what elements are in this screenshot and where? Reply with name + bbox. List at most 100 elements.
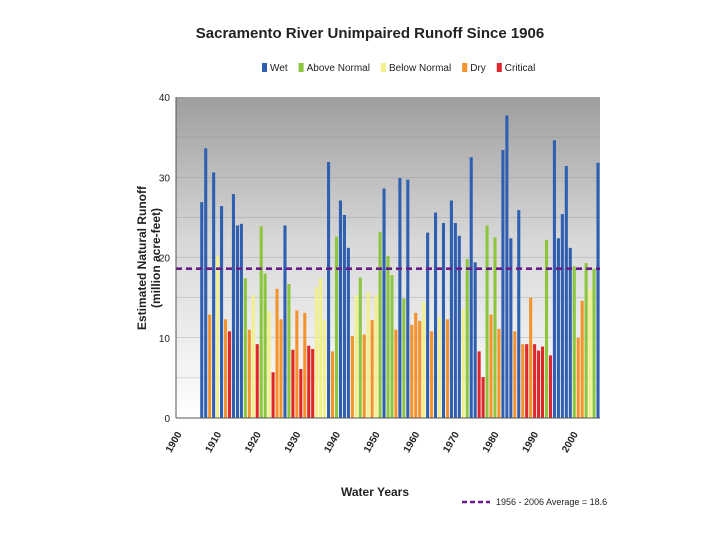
bar-1965 (434, 212, 438, 418)
y-tick-30: 30 (159, 173, 171, 184)
bar-1940 (334, 236, 339, 418)
bar-1976 (477, 351, 481, 418)
x-tick-1960: 1960 (402, 430, 423, 455)
legend-swatch-critical (496, 63, 502, 72)
bar-1921 (259, 226, 263, 418)
bar-1944 (350, 336, 354, 418)
bar-1947 (362, 334, 366, 418)
legend: Wet Above Normal Below Normal Dry Critical (262, 63, 535, 74)
bar-1955 (394, 329, 398, 418)
bar-1906 (200, 202, 204, 418)
bar-1948 (366, 292, 370, 418)
bar-1958 (406, 179, 410, 418)
bar-1920 (255, 344, 259, 418)
axes (175, 97, 600, 419)
x-tick-1910: 1910 (204, 430, 225, 455)
x-tick-1930: 1930 (283, 430, 304, 455)
x-tick-2000: 2000 (560, 430, 581, 455)
bar-1974 (469, 157, 473, 418)
bar-2003 (584, 263, 588, 418)
bar-1966 (437, 316, 442, 418)
y-axis-label-line1: Estimated Natural Runoff (135, 185, 149, 330)
bar-1978 (485, 225, 489, 418)
bar-1918 (247, 329, 251, 418)
bar-1930 (295, 310, 299, 418)
legend-label-above-normal: Above Normal (307, 63, 370, 74)
legend-label-wet: Wet (270, 63, 288, 74)
bar-1992 (541, 346, 545, 418)
bar-2004 (588, 289, 592, 418)
bar-1937 (323, 320, 327, 418)
bar-1993 (544, 239, 549, 418)
x-tick-1940: 1940 (322, 430, 343, 455)
bar-1972 (461, 308, 465, 418)
bars (200, 115, 600, 419)
y-tick-40: 40 (159, 93, 171, 104)
bar-2006 (596, 162, 600, 418)
bar-1962 (422, 301, 426, 418)
legend-label-below-normal: Below Normal (389, 63, 451, 74)
y-axis-label-line2: (million acre-feet) (149, 208, 163, 308)
bar-1994 (548, 355, 553, 418)
bar-1941 (338, 200, 342, 418)
bar-2002 (580, 300, 584, 418)
bar-1996 (556, 238, 560, 418)
average-legend-label: 1956 - 2006 Average = 18.6 (496, 497, 607, 507)
y-tick-0: 0 (164, 414, 170, 425)
legend-swatch-dry (462, 63, 468, 72)
bar-1910 (216, 255, 220, 418)
bar-1915 (235, 225, 239, 418)
bar-1997 (560, 214, 564, 418)
bar-1928 (287, 283, 291, 418)
bar-1971 (457, 235, 461, 418)
bar-1960 (414, 312, 418, 418)
bar-2005 (592, 268, 596, 418)
bar-1943 (346, 247, 350, 418)
bar-1927 (283, 225, 287, 418)
bar-1988 (525, 344, 529, 418)
bar-1908 (208, 314, 212, 418)
bar-1951 (378, 231, 382, 418)
bar-1977 (481, 377, 485, 418)
legend-label-dry: Dry (470, 63, 486, 74)
x-tick-1900: 1900 (164, 430, 185, 455)
bar-1931 (299, 369, 303, 418)
bar-1936 (319, 278, 323, 418)
x-tick-labels: 1900 1910 1920 1930 1940 1950 1960 1970 1980 1990… (164, 430, 581, 455)
bar-1923 (267, 311, 271, 418)
bar-1919 (251, 295, 255, 418)
bar-1926 (279, 319, 283, 418)
bar-1925 (275, 288, 279, 418)
bar-1995 (552, 140, 556, 418)
chart-title: Sacramento River Unimpaired Runoff Since… (196, 25, 544, 42)
bar-1969 (449, 200, 453, 418)
bar-1984 (509, 238, 513, 418)
bar-1942 (342, 214, 346, 418)
bar-1935 (315, 287, 319, 418)
bar-1985 (513, 331, 517, 418)
bar-1952 (382, 188, 386, 418)
bar-1983 (505, 115, 509, 419)
bar-2000 (572, 266, 576, 418)
y-tick-10: 10 (159, 334, 171, 345)
x-tick-1980: 1980 (481, 430, 502, 455)
bar-1939 (330, 351, 335, 418)
legend-swatch-above-normal (298, 63, 304, 72)
bar-1987 (521, 344, 525, 418)
bar-1982 (501, 149, 505, 418)
bar-1938 (327, 162, 331, 418)
bar-1909 (212, 172, 216, 418)
y-tick-20: 20 (159, 254, 171, 265)
bar-1914 (231, 194, 235, 418)
x-axis-label: Water Years (341, 485, 409, 499)
bar-1981 (497, 328, 501, 418)
bar-1963 (426, 232, 430, 418)
bar-1916 (239, 223, 243, 418)
bar-1956 (398, 178, 402, 418)
bar-1980 (493, 237, 497, 418)
bar-1934 (311, 348, 315, 418)
bar-1979 (489, 314, 493, 418)
bar-1989 (529, 297, 533, 419)
x-tick-1990: 1990 (521, 430, 542, 455)
